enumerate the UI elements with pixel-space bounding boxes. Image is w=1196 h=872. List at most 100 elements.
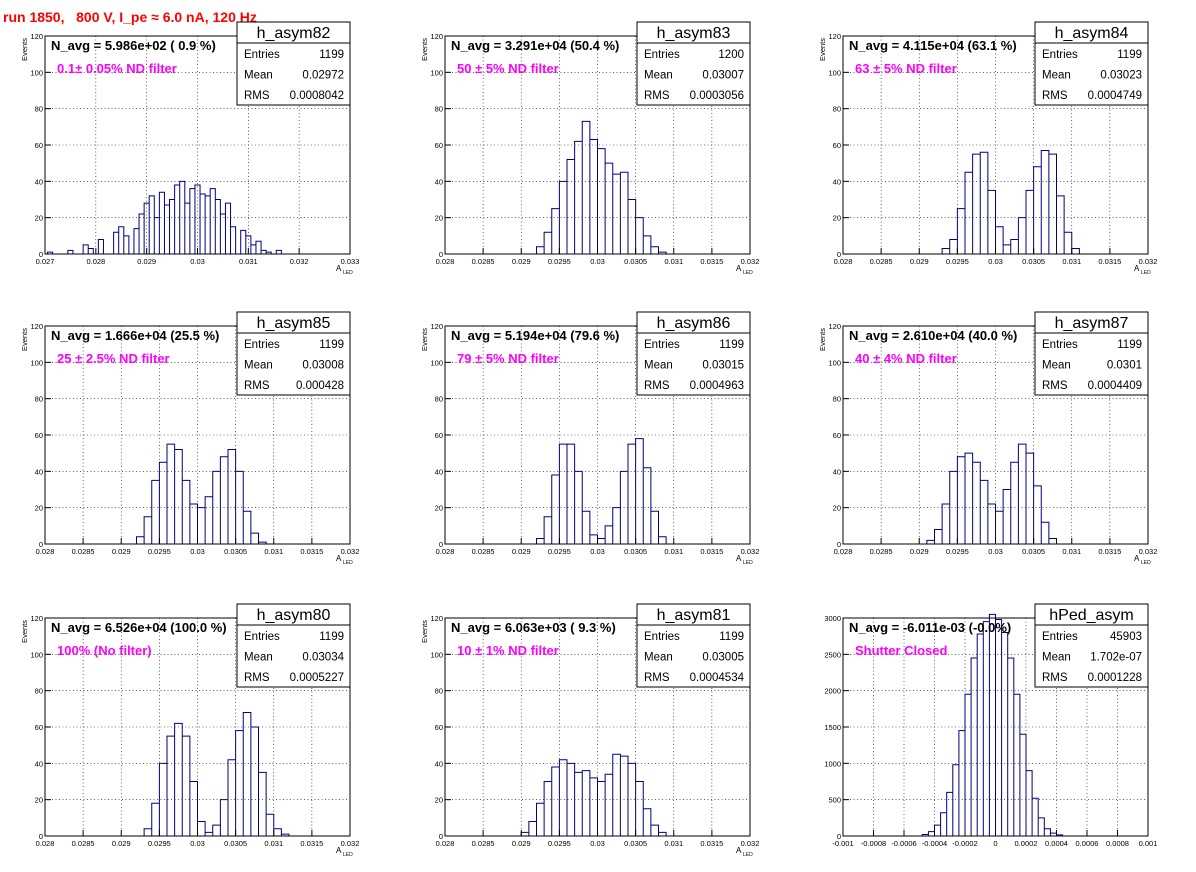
histogram-panel-h_asym87: 0.028 0.0285 0.029 0.0295 0.03 0.0305 0.031 0.0… <box>818 311 1157 566</box>
histogram-bin <box>220 800 228 836</box>
histogram-bin <box>613 754 621 836</box>
y-tick-label: 60 <box>435 431 443 440</box>
histogram-bin <box>620 172 628 254</box>
x-tick-label: 0.03 <box>590 547 605 556</box>
filter-annotation: Shutter Closed <box>855 643 948 658</box>
histogram-bin <box>225 203 230 254</box>
histogram-bin <box>582 121 590 254</box>
stats-body-box <box>236 42 351 106</box>
histogram-bin <box>154 218 159 254</box>
histogram-bin <box>256 241 261 254</box>
x-tick-label: -0.0006 <box>891 839 916 848</box>
stats-box: h_asym86 Entries 1199 Mean 0.03015 RMS 0.00049… <box>636 311 751 396</box>
histogram-bin <box>134 229 139 254</box>
histogram-bin <box>521 832 529 836</box>
histogram-bin <box>182 736 190 836</box>
histogram-bin <box>965 453 973 544</box>
y-tick-label: 120 <box>30 614 43 623</box>
y-tick-label: 120 <box>30 32 43 41</box>
histogram-bin <box>1072 249 1080 254</box>
histogram-bin <box>1026 453 1034 544</box>
x-axis-label-subscript: LED <box>343 852 353 858</box>
histogram-bin <box>1032 798 1038 836</box>
y-tick-label: 1000 <box>824 759 841 768</box>
y-tick-label: 120 <box>430 322 443 331</box>
histogram-panel-h_asym85: 0.028 0.0285 0.029 0.0295 0.03 0.0305 0.031 0.0… <box>20 311 359 566</box>
histogram-bin <box>983 622 989 836</box>
x-tick-label: 0.028 <box>36 547 55 556</box>
plot-area: 0.028 0.0285 0.029 0.0295 0.03 0.0305 0.031 0.0… <box>420 603 759 858</box>
x-axis-label: A <box>1134 264 1140 273</box>
y-tick-label: 3000 <box>824 614 841 623</box>
histogram-bin <box>941 813 947 836</box>
histogram-bin <box>124 236 129 254</box>
histogram-bin <box>190 189 195 254</box>
y-tick-label: 100 <box>828 68 841 77</box>
x-tick-label: 0.032 <box>290 257 309 266</box>
x-tick-label: 0.029 <box>910 257 929 266</box>
histogram-panel-h_asym80: 0.028 0.0285 0.029 0.0295 0.03 0.0305 0.031 0.0… <box>20 603 359 858</box>
histogram-bin <box>996 227 1004 254</box>
y-tick-label: 500 <box>828 796 841 805</box>
x-tick-label: 0.033 <box>341 257 360 266</box>
y-tick-label: 120 <box>828 322 841 331</box>
histogram-name: h_asym86 <box>657 315 731 332</box>
histogram-bin <box>605 163 613 254</box>
x-tick-label: 0.0295 <box>148 839 171 848</box>
histogram-bin <box>643 468 651 544</box>
y-tick-label: 60 <box>35 431 43 440</box>
stats-rms-label: RMS <box>1042 90 1068 102</box>
y-tick-label: 0 <box>837 832 841 841</box>
y-tick-label: 20 <box>435 796 443 805</box>
stats-rms-label: RMS <box>644 90 670 102</box>
histogram-bin <box>935 825 941 836</box>
y-tick-label: 80 <box>435 105 443 114</box>
histogram-bin <box>1002 633 1008 836</box>
x-tick-label: 0.03 <box>590 839 605 848</box>
histogram-bin <box>567 444 575 544</box>
stats-rms-label: RMS <box>644 380 670 392</box>
x-tick-label: 0.0315 <box>300 839 323 848</box>
stats-mean-value: 0.03015 <box>702 360 744 372</box>
histogram-name: h_asym82 <box>257 25 331 42</box>
histogram-bin <box>659 537 667 544</box>
histogram-bin <box>544 517 552 544</box>
histogram-bin <box>537 247 545 254</box>
y-tick-label: 40 <box>833 467 841 476</box>
x-tick-label: 0.031 <box>1062 547 1081 556</box>
stats-entries-label: Entries <box>1042 49 1078 61</box>
histogram-outline <box>47 180 282 254</box>
histogram-bin <box>582 771 590 836</box>
y-tick-label: 20 <box>833 214 841 223</box>
histogram-bin <box>1034 486 1042 544</box>
histogram-bin <box>164 205 169 254</box>
histogram-outline <box>136 443 267 544</box>
navg-label: N_avg = 6.526e+04 (100.0 %) <box>51 620 227 635</box>
stats-entries-value: 1199 <box>719 631 744 643</box>
histogram-bin <box>236 471 244 544</box>
stats-entries-value: 1200 <box>718 49 744 61</box>
histogram-bin <box>552 767 560 836</box>
x-tick-label: 0.0295 <box>548 257 571 266</box>
histogram-panel-h_asym81: 0.028 0.0285 0.029 0.0295 0.03 0.0305 0.031 0.0… <box>420 603 759 858</box>
histogram-bin <box>989 614 995 836</box>
y-axis-label: Events <box>20 328 29 351</box>
histogram-bin <box>1049 539 1057 544</box>
histogram-bin <box>236 731 244 836</box>
stats-box: h_asym84 Entries 1199 Mean 0.03023 RMS 0.00047… <box>1034 21 1149 106</box>
stats-entries-value: 1199 <box>1117 339 1142 351</box>
histogram-bin <box>942 504 950 544</box>
filter-annotation: 10 ± 1% ND filter <box>457 643 559 658</box>
stats-rms-label: RMS <box>1042 380 1068 392</box>
y-tick-label: 2500 <box>824 650 841 659</box>
histogram-outline <box>143 711 290 836</box>
stats-mean-label: Mean <box>644 360 673 372</box>
histogram-bin <box>274 829 282 836</box>
stats-entries-label: Entries <box>1042 631 1078 643</box>
x-tick-label: 0.0315 <box>1098 547 1121 556</box>
histogram-bin <box>598 782 606 837</box>
navg-label: N_avg = 6.063e+03 ( 9.3 %) <box>451 620 616 635</box>
histogram-panel-h_asym83: 0.028 0.0285 0.029 0.0295 0.03 0.0305 0.031 0.0… <box>420 21 759 276</box>
y-tick-label: 100 <box>430 358 443 367</box>
x-tick-label: 0.0295 <box>548 547 571 556</box>
